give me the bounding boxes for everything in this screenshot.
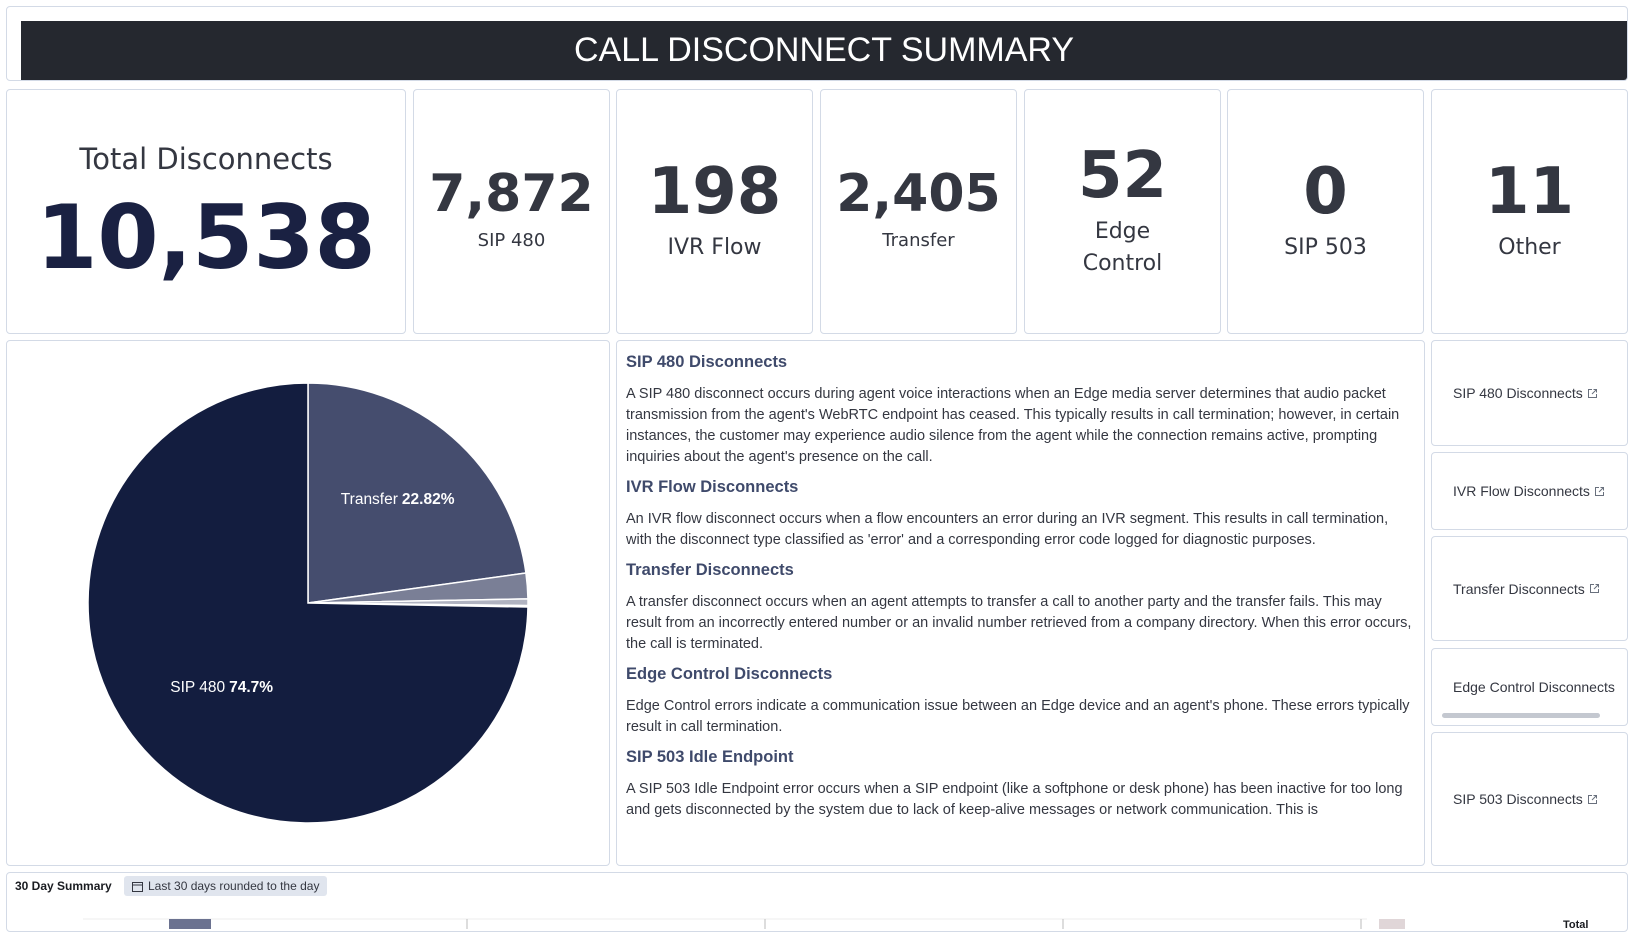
kpi-value: 198 [647,154,782,229]
kpi-card: 11 Other [1431,89,1628,334]
section-text: A transfer disconnect occurs when an age… [626,594,1412,652]
section-heading: SIP 503 Idle Endpoint [626,748,794,766]
link-card: SIP 480 Disconnects [1431,340,1628,446]
kpi-card: 7,872 SIP 480 [413,89,610,334]
descriptions-panel: SIP 480 Disconnects A SIP 480 disconnect … [616,340,1425,866]
external-link-icon [1589,584,1599,593]
kpi-card: 0 SIP 503 [1227,89,1424,334]
kpi-label: Other [1498,234,1561,260]
section-text: An IVR flow disconnect occurs when a flo… [626,511,1389,548]
slice-value: 22.82% [402,491,455,508]
footer-panel: 30 Day Summary Last 30 days rounded to t… [6,872,1628,932]
total-value: 10,538 [36,185,376,289]
link-text[interactable]: SIP 503 Disconnects [1453,791,1583,807]
link-card: Edge Control Disconnects [1431,648,1628,726]
link-text[interactable]: Transfer Disconnects [1453,580,1585,597]
icon-path [1594,486,1604,496]
total-label: Total Disconnects [79,141,333,176]
external-link-icon [1594,486,1604,496]
kpi-value: 2,405 [836,164,1001,225]
calendar-icon [132,882,143,892]
section-text: A SIP 503 Idle Endpoint error occurs whe… [626,781,1403,818]
section-heading: Edge Control Disconnects [626,665,833,683]
header-title: CALL DISCONNECT SUMMARY [21,21,1627,80]
kpi-label: Transfer [882,230,955,252]
pie-slice [87,382,529,824]
icon-path [1587,388,1597,398]
section-text: Edge Control errors indicate a communica… [626,698,1410,735]
link-card: IVR Flow Disconnects [1431,452,1628,530]
legend-title: Total [1563,919,1589,931]
kpi-label: SIP 480 [477,230,546,252]
link-card: Transfer Disconnects [1431,536,1628,641]
date-badge-text: Last 30 days rounded to the day [148,879,320,893]
link-text[interactable]: IVR Flow Disconnects [1453,483,1590,499]
external-link-icon [1587,388,1597,398]
kpi-label: SIP 503 [1284,234,1367,260]
kpi-card: 2,405 Transfer [820,89,1017,334]
header-panel: CALL DISCONNECT SUMMARY [6,6,1628,81]
link-card: SIP 503 Disconnects [1431,732,1628,866]
slice-category: Transfer [341,491,398,508]
slice-label: SIP 480 74.7% [170,679,273,696]
scrollbar [1442,713,1600,718]
section-heading: IVR Flow Disconnects [626,478,799,496]
section-text: A SIP 480 disconnect occurs during agent… [626,386,1400,465]
icon-path [1587,794,1597,804]
kpi-value: 11 [1484,154,1575,229]
slice-label: Transfer 22.82% [341,491,455,508]
external-link-icon [1587,794,1597,804]
kpi-value: 7,872 [429,164,594,225]
slice-category: SIP 480 [170,679,225,696]
icon-path [1589,584,1599,593]
kpi-card: 198 IVR Flow [616,89,813,334]
section-heading: SIP 480 Disconnects [626,353,788,371]
link-text[interactable]: Edge Control Disconnects [1453,679,1615,695]
pie-chart: Transfer 22.82% SIP 480 74.7% [87,382,529,824]
kpi-label: IVR Flow [667,234,762,260]
kpi-value: 52 [1077,138,1168,213]
link-text[interactable]: SIP 480 Disconnects [1453,385,1583,401]
slice-value: 74.7% [229,679,273,696]
pie-panel: Transfer 22.82% SIP 480 74.7% [6,340,610,866]
section-heading: Transfer Disconnects [626,561,794,579]
kpi-card: 52 Edge Control [1024,89,1221,334]
footer-title: 30 Day Summary [15,879,112,893]
kpi-value: 0 [1303,154,1348,229]
pie-slice [307,382,527,604]
total-card: Total Disconnects 10,538 [6,89,406,334]
kpi-label: Edge Control [1082,218,1163,276]
date-badge[interactable]: Last 30 days rounded to the day [124,876,328,896]
